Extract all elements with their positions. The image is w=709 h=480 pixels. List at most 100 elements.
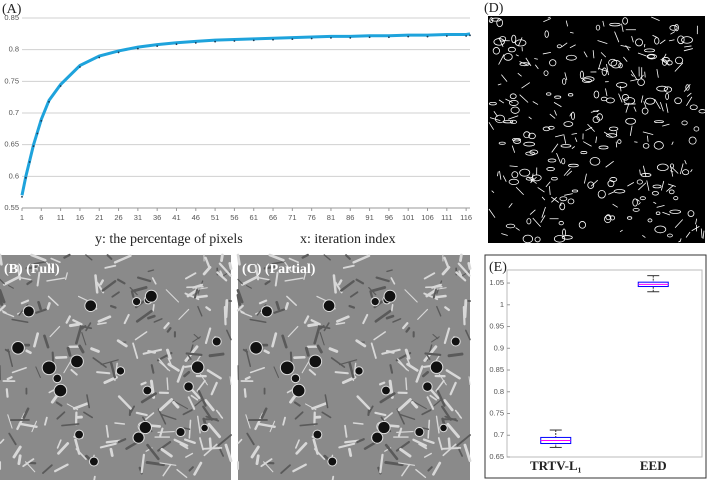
edge [525,151,536,156]
edge [686,96,693,107]
streak [446,422,460,439]
blob [22,305,35,318]
streak [454,409,463,419]
edge [665,93,670,100]
edge [571,189,579,193]
edge [527,176,537,184]
x-tick-label: 1 [20,213,24,222]
streak [284,302,289,310]
edge [551,143,559,153]
streak [93,475,96,480]
streak [228,262,233,270]
data-point [59,85,62,87]
data-point [98,56,101,59]
streak [256,276,270,281]
data-point [32,145,35,148]
streak [7,414,13,429]
streak [422,370,429,378]
edge [667,233,673,238]
edge [491,190,495,194]
streak [140,381,147,386]
image-partial [236,253,472,480]
streak [308,368,317,376]
streak [132,286,148,293]
streak [288,257,299,264]
edge [515,186,524,196]
streak [317,325,331,330]
streak [136,276,152,283]
streak [255,454,260,466]
streak [206,369,222,380]
streak [397,398,412,412]
edge [507,46,516,53]
edge [665,103,669,113]
streak [467,262,472,270]
edge [593,110,599,112]
x-tick-label: 51 [211,213,219,222]
streak [410,399,427,410]
edge [492,47,500,55]
blob [144,289,158,303]
data-point [330,36,332,39]
streak [208,352,225,358]
edge [508,115,519,120]
edge [523,131,531,139]
edge [554,110,557,116]
x-tick-label: 66 [269,213,277,222]
edge [567,93,574,97]
edge [493,38,505,46]
streak [22,458,35,468]
edge [589,157,601,166]
edge [615,141,618,148]
edge [690,169,693,173]
data-point [291,38,294,41]
streak [173,438,189,447]
streak [8,432,17,446]
streak [260,407,268,419]
blob [327,456,338,467]
streak [456,434,471,447]
edge [651,16,660,21]
streak [349,291,359,298]
streak [313,448,326,460]
plot-frame [506,269,703,458]
edge [684,159,687,165]
streak [398,462,416,466]
y-tick-label: 0.95 [489,322,504,331]
blob [279,360,295,376]
streak [449,381,457,396]
blob [183,381,194,392]
streak [90,347,100,353]
edge [551,196,557,203]
streak [229,376,232,386]
blob [11,341,25,355]
edge [555,134,564,138]
edge [563,167,571,176]
edge [583,141,592,147]
edge [647,135,649,142]
streak [435,415,440,434]
edge [670,31,676,35]
data-point [156,45,159,47]
streak [96,371,111,375]
streak [316,344,323,354]
edge [653,141,664,150]
edge [526,218,532,225]
edge [632,198,638,207]
streak [203,443,218,457]
edge [543,18,552,23]
image-edges [488,16,707,244]
edge [540,215,546,223]
streak [45,261,54,273]
edge [633,106,637,112]
edge [688,136,697,145]
data-point [387,36,390,39]
edge [643,43,646,48]
panel-label: (A) [2,2,22,17]
edge [515,227,520,231]
streak [433,399,442,407]
edge [595,24,601,31]
edge [503,53,513,61]
edge [675,56,684,65]
streak [54,463,69,473]
